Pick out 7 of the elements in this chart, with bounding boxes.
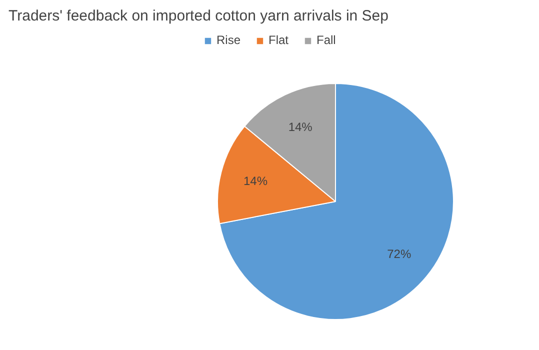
data-label: 72% xyxy=(387,247,412,262)
chart-title: Traders' feedback on imported cotton yarn arrivals in Sep xyxy=(8,8,388,24)
legend-label: Flat xyxy=(268,33,289,47)
data-label: 14% xyxy=(243,174,268,188)
data-label: 14% xyxy=(288,120,313,134)
legend-label: Rise xyxy=(216,33,240,47)
legend-label: Fall xyxy=(316,33,337,47)
